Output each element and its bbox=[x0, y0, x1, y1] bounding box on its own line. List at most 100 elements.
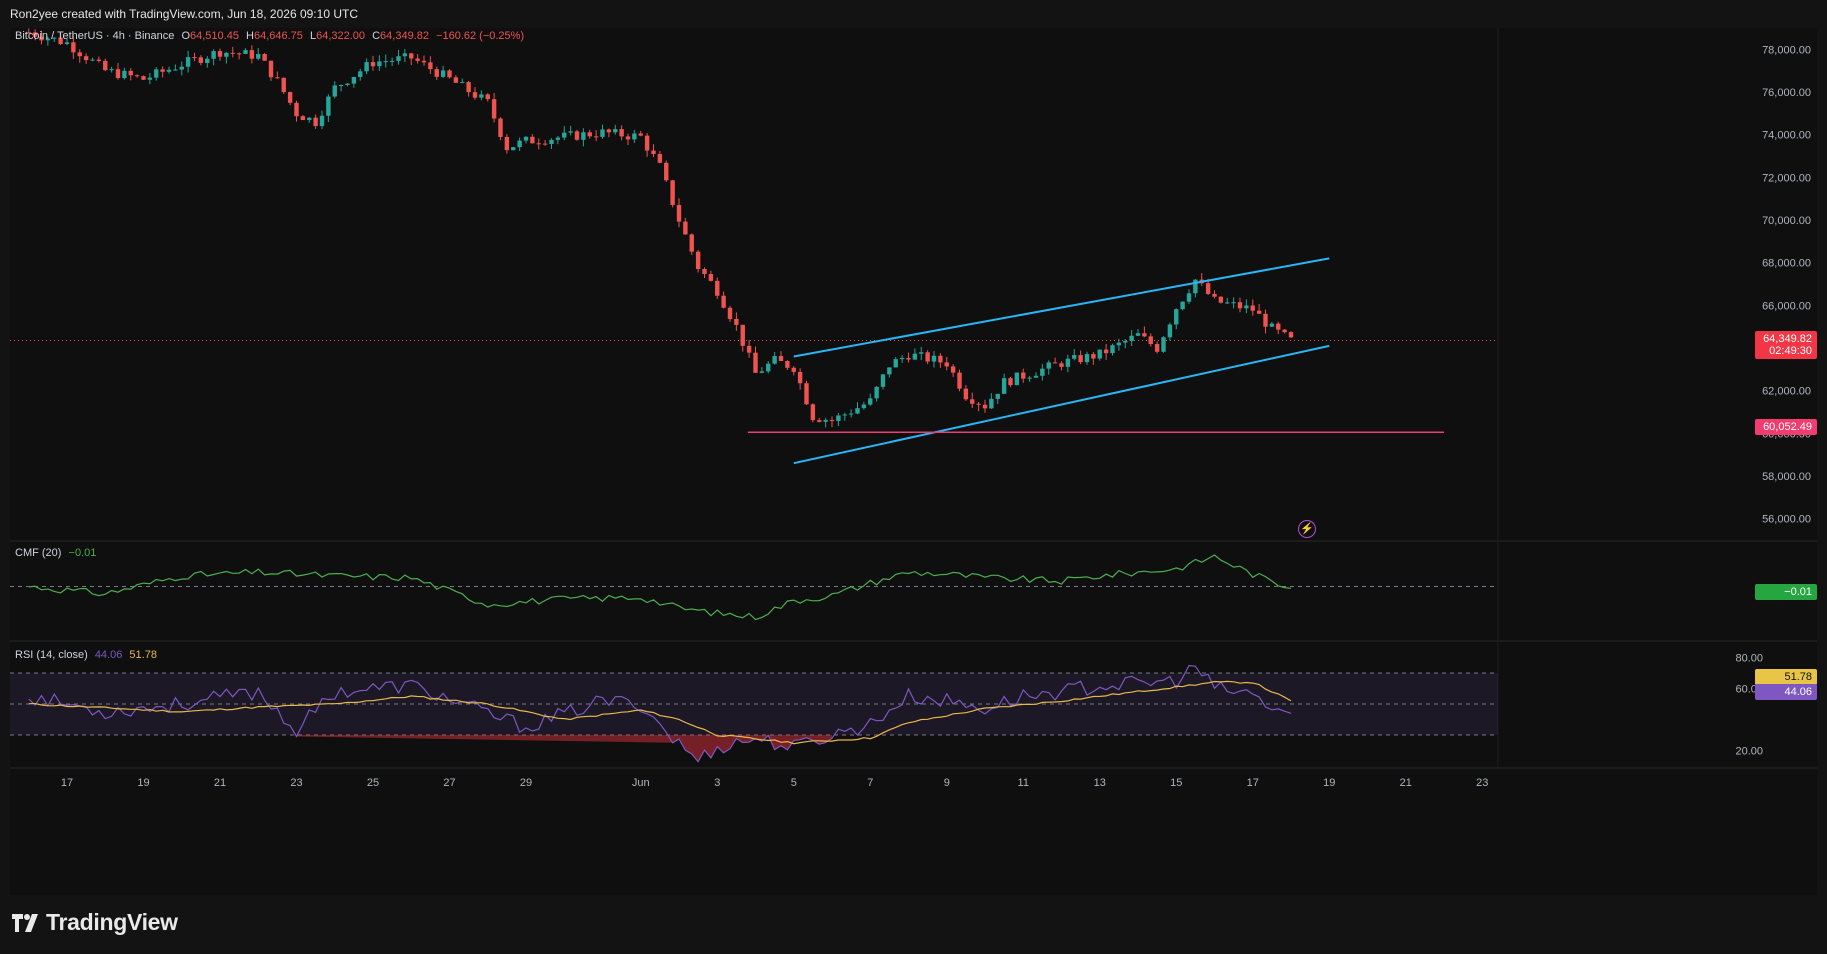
candle-body bbox=[256, 54, 261, 59]
candle-body bbox=[995, 393, 1000, 399]
candle-body bbox=[383, 61, 388, 63]
price-tick-label: 68,000.00 bbox=[1762, 258, 1811, 270]
candle-body bbox=[345, 83, 350, 85]
candle-body bbox=[52, 37, 57, 39]
candle-body bbox=[938, 355, 943, 363]
candle-body bbox=[173, 69, 178, 71]
candle-body bbox=[313, 117, 318, 127]
candle-body bbox=[982, 404, 988, 409]
candle-body bbox=[727, 307, 733, 319]
candle-body bbox=[1059, 363, 1064, 367]
candle-body bbox=[625, 136, 631, 140]
candle-body bbox=[1250, 305, 1255, 311]
candle-body bbox=[785, 360, 790, 368]
x-axis-label: 23 bbox=[1476, 777, 1488, 789]
candle-body bbox=[1276, 323, 1281, 330]
x-axis-label: 23 bbox=[290, 777, 302, 789]
symbol-title: Bitcoin / TetherUS · 4h · Binance bbox=[15, 30, 175, 42]
tradingview-brand: TradingView bbox=[46, 909, 178, 935]
candle-body bbox=[759, 371, 765, 373]
candle-body bbox=[370, 62, 376, 67]
candle-body bbox=[1065, 358, 1071, 367]
candle-body bbox=[460, 82, 465, 84]
candle-body bbox=[868, 398, 873, 405]
candle-body bbox=[1040, 368, 1045, 376]
ohlc-c-value: 64,349.82 bbox=[380, 30, 429, 42]
candle-body bbox=[1078, 355, 1083, 363]
candle-body bbox=[778, 356, 784, 361]
ohlc-l-label: L bbox=[309, 30, 317, 42]
candle-body bbox=[1014, 372, 1020, 386]
channel-lower-line bbox=[793, 344, 1330, 465]
tradingview-logo[interactable]: TradingView bbox=[12, 909, 178, 936]
candle-body bbox=[498, 118, 503, 137]
candle-body bbox=[326, 96, 331, 116]
x-axis-label: 9 bbox=[944, 777, 950, 789]
candle-body bbox=[58, 37, 63, 44]
candle-body bbox=[944, 362, 949, 367]
rsi-ma-line bbox=[28, 680, 1292, 745]
candle-body bbox=[670, 180, 675, 205]
candle-body bbox=[230, 52, 235, 54]
chart-area[interactable]: 78,000.00 76,000.00 74,000.00 72,000.00 70,0… bbox=[10, 28, 1817, 895]
last-price-value: 64,349.82 bbox=[1763, 333, 1812, 345]
candle-body bbox=[26, 32, 31, 34]
candle-body bbox=[574, 131, 580, 140]
x-axis-label: 29 bbox=[520, 777, 532, 789]
ohlc-c-label: C bbox=[372, 30, 381, 42]
candle-body bbox=[861, 404, 867, 409]
candle-body bbox=[836, 415, 841, 421]
candle-body bbox=[899, 357, 905, 360]
candle-body bbox=[1237, 302, 1243, 309]
candle-body bbox=[989, 398, 994, 409]
candle-body bbox=[224, 52, 229, 57]
x-axis-label: 11 bbox=[1018, 777, 1029, 789]
candle-body bbox=[268, 60, 274, 78]
x-axis-label: 15 bbox=[1170, 777, 1182, 789]
candle-body bbox=[593, 136, 599, 138]
candle-body bbox=[211, 51, 216, 59]
price-tick-label: 72,000.00 bbox=[1762, 172, 1811, 184]
candle-body bbox=[530, 136, 535, 144]
cmf-value-tag: −0.01 bbox=[1755, 584, 1817, 600]
candle-body bbox=[619, 129, 624, 137]
price-tick-label: 76,000.00 bbox=[1762, 87, 1811, 99]
x-axis-label: 3 bbox=[714, 777, 720, 789]
candle-body bbox=[1288, 332, 1294, 338]
candle-body bbox=[644, 135, 650, 151]
candle-body bbox=[919, 352, 924, 354]
x-axis-label: 17 bbox=[1247, 777, 1259, 789]
candle-body bbox=[829, 420, 835, 422]
candle-body bbox=[1129, 335, 1134, 341]
candle-body bbox=[415, 58, 420, 61]
candle-body bbox=[1103, 349, 1109, 354]
ohlc-o-label: O bbox=[181, 30, 191, 42]
candle-body bbox=[549, 139, 554, 144]
candle-body bbox=[664, 162, 669, 181]
lightning-icon[interactable]: ⚡ bbox=[1298, 520, 1316, 538]
chart-svg[interactable]: 78,000.00 76,000.00 74,000.00 72,000.00 70,0… bbox=[10, 28, 1817, 895]
candle-body bbox=[90, 59, 95, 61]
candle-body bbox=[1116, 342, 1122, 346]
rsi-value-tag: 44.06 bbox=[1755, 684, 1817, 700]
candle-body bbox=[262, 54, 267, 61]
footer: TradingView bbox=[0, 895, 1827, 954]
candle-body bbox=[115, 69, 121, 78]
candle-body bbox=[307, 117, 312, 121]
candle-body bbox=[1174, 309, 1179, 325]
candle-body bbox=[1269, 323, 1275, 327]
candle-body bbox=[817, 420, 822, 422]
candle-body bbox=[1218, 296, 1224, 303]
candle-body bbox=[1033, 375, 1039, 378]
price-tick-label: 56,000.00 bbox=[1762, 514, 1811, 526]
candle-body bbox=[491, 99, 497, 119]
candle-body bbox=[880, 374, 886, 387]
candle-body bbox=[632, 133, 637, 140]
candle-body bbox=[504, 136, 510, 151]
candle-body bbox=[154, 69, 159, 78]
rsi-line bbox=[28, 664, 1292, 763]
candle-body bbox=[389, 60, 395, 62]
rsi-legend: RSI (14, close) 44.06 51.78 bbox=[15, 649, 161, 661]
candle-body bbox=[77, 52, 82, 57]
candle-body bbox=[715, 280, 720, 296]
